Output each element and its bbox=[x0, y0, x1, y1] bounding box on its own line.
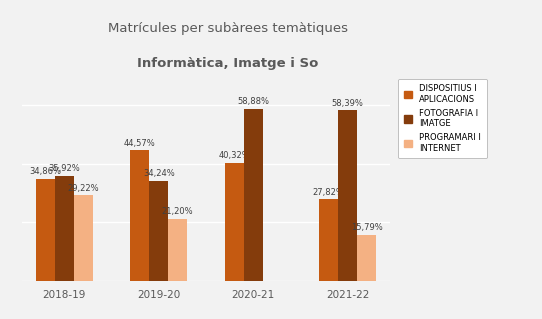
Text: Matrícules per subàrees temàtiques: Matrícules per subàrees temàtiques bbox=[108, 22, 347, 35]
Bar bbox=[74, 195, 93, 281]
Text: 27,82%: 27,82% bbox=[313, 188, 345, 197]
Text: 58,88%: 58,88% bbox=[237, 97, 269, 106]
Text: 35,92%: 35,92% bbox=[48, 164, 80, 173]
Text: 44,57%: 44,57% bbox=[124, 139, 156, 148]
Text: 29,22%: 29,22% bbox=[67, 184, 99, 193]
Bar bbox=[168, 219, 187, 281]
Bar bbox=[36, 179, 55, 281]
Text: 15,79%: 15,79% bbox=[351, 223, 383, 232]
Text: 21,20%: 21,20% bbox=[162, 207, 193, 216]
Text: Informàtica, Imatge i So: Informàtica, Imatge i So bbox=[137, 57, 318, 70]
Bar bbox=[244, 108, 263, 281]
Bar bbox=[357, 234, 376, 281]
Text: 34,24%: 34,24% bbox=[143, 169, 175, 178]
Bar bbox=[225, 163, 244, 281]
Bar bbox=[149, 181, 168, 281]
Bar bbox=[55, 176, 74, 281]
Bar bbox=[131, 150, 149, 281]
Bar bbox=[319, 199, 338, 281]
Text: 40,32%: 40,32% bbox=[218, 152, 250, 160]
Text: 34,86%: 34,86% bbox=[29, 167, 61, 176]
Bar bbox=[338, 110, 357, 281]
Text: 58,39%: 58,39% bbox=[332, 99, 364, 108]
Legend: DISPOSITIUS I
APLICACIONS, FOTOGRAFIA I
IMATGE, PROGRAMARI I
INTERNET: DISPOSITIUS I APLICACIONS, FOTOGRAFIA I … bbox=[398, 78, 487, 159]
